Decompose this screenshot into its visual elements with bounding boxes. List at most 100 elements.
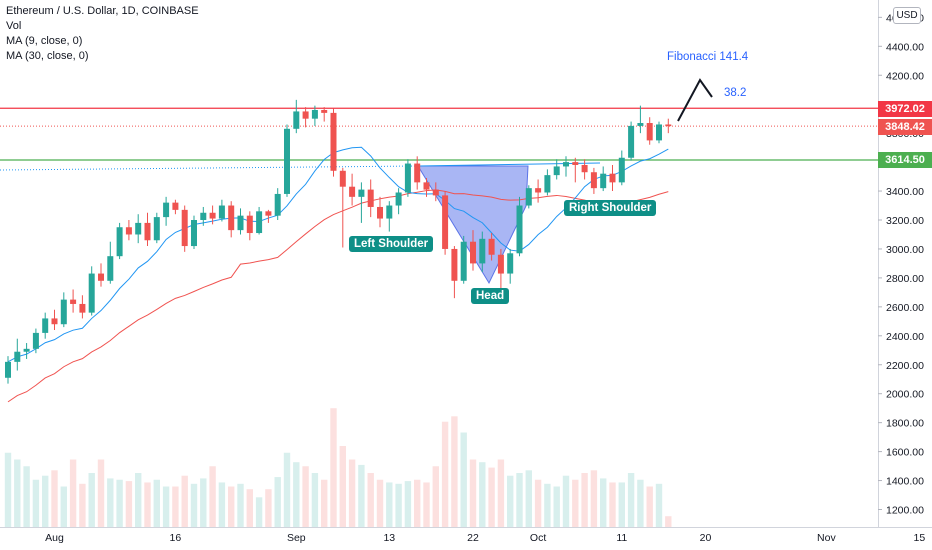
candle-body bbox=[311, 109, 318, 119]
volume-bar bbox=[23, 466, 30, 527]
volume-bar bbox=[488, 467, 495, 527]
candle-body bbox=[246, 215, 253, 234]
volume-bar bbox=[600, 478, 607, 527]
y-tick-label: 1600.00 bbox=[886, 447, 924, 459]
candle bbox=[125, 220, 132, 241]
candle-body bbox=[460, 241, 467, 281]
volume-bar bbox=[507, 475, 514, 527]
candle-body bbox=[218, 205, 225, 219]
neckline bbox=[417, 162, 601, 167]
candle-body bbox=[200, 212, 207, 220]
volume-bar bbox=[655, 483, 663, 527]
x-tick-label: Oct bbox=[530, 532, 546, 544]
candle bbox=[377, 196, 383, 228]
candle bbox=[628, 121, 635, 161]
candle bbox=[200, 206, 207, 226]
y-tick-label: 4400.00 bbox=[886, 41, 924, 53]
candle-body bbox=[330, 112, 337, 171]
candle-body bbox=[349, 186, 356, 197]
candle bbox=[209, 205, 216, 225]
candle-body bbox=[107, 256, 114, 281]
volume-bar bbox=[460, 432, 467, 527]
candle-body bbox=[79, 303, 86, 313]
candle-body bbox=[665, 124, 672, 127]
volume-bar bbox=[69, 459, 77, 527]
x-tick-label: 16 bbox=[170, 532, 182, 544]
candle-body bbox=[553, 166, 560, 176]
legend-ma30: MA (30, close, 0) bbox=[6, 50, 89, 62]
volume-bar bbox=[534, 479, 542, 527]
candle-body bbox=[265, 211, 272, 216]
candle bbox=[423, 178, 430, 197]
volume-bar bbox=[321, 479, 328, 527]
candle bbox=[358, 182, 365, 223]
candle-body bbox=[646, 123, 653, 141]
candle bbox=[107, 241, 114, 284]
candle-body bbox=[507, 253, 514, 274]
candle bbox=[153, 212, 160, 244]
volume-bar bbox=[97, 459, 105, 527]
volume-bar bbox=[637, 479, 644, 527]
candle-body bbox=[535, 188, 542, 193]
candle bbox=[572, 157, 579, 183]
y-tick-label: 3400.00 bbox=[886, 186, 924, 198]
candle bbox=[98, 263, 104, 287]
candle bbox=[135, 214, 142, 244]
volume-bar bbox=[293, 462, 300, 527]
candle bbox=[32, 328, 39, 354]
candle bbox=[339, 167, 346, 248]
candle bbox=[544, 169, 551, 196]
candle bbox=[163, 196, 170, 226]
candle-body bbox=[284, 128, 290, 194]
volume-bar bbox=[404, 481, 412, 527]
volume-bar bbox=[283, 452, 291, 527]
volume-bar bbox=[516, 473, 523, 527]
volume-bar bbox=[116, 479, 123, 527]
candle-body bbox=[191, 220, 197, 247]
volume-bar bbox=[553, 486, 560, 527]
volume-bar bbox=[162, 486, 170, 527]
candle bbox=[618, 150, 625, 186]
volume-bar bbox=[665, 516, 672, 527]
candle bbox=[330, 108, 337, 177]
candle-body bbox=[404, 163, 411, 193]
candle bbox=[553, 159, 560, 180]
x-tick-label: 11 bbox=[616, 532, 627, 544]
candle-body bbox=[386, 205, 393, 219]
candle-body bbox=[656, 124, 662, 141]
volume-bar bbox=[497, 459, 505, 527]
volume-bar bbox=[218, 482, 226, 527]
x-tick-label: Aug bbox=[45, 532, 64, 544]
neckline-extension bbox=[0, 165, 419, 171]
volume-bar bbox=[246, 489, 253, 527]
volume-bar bbox=[646, 486, 653, 527]
y-tick-label: 4200.00 bbox=[886, 70, 924, 82]
resistance-price-label: 3972.02 bbox=[878, 101, 932, 117]
candle-body bbox=[358, 189, 365, 197]
volume-bar bbox=[572, 479, 579, 527]
volume-bar bbox=[209, 466, 216, 527]
candle-body bbox=[32, 332, 39, 349]
x-tick-label: 22 bbox=[467, 532, 479, 544]
volume-bar bbox=[311, 473, 319, 527]
candle-body bbox=[181, 209, 188, 247]
volume-bar bbox=[42, 475, 49, 527]
candle bbox=[414, 156, 421, 190]
fibonacci-zigzag bbox=[677, 78, 713, 122]
x-tick-label: 13 bbox=[383, 532, 395, 544]
head-label: Head bbox=[471, 288, 510, 304]
y-tick-label: 2000.00 bbox=[886, 389, 924, 401]
candle bbox=[60, 292, 67, 328]
legend-vol: Vol bbox=[6, 20, 22, 32]
candle-body bbox=[497, 254, 504, 274]
x-tick-label: Nov bbox=[817, 532, 836, 544]
y-tick-label: 2200.00 bbox=[886, 360, 924, 372]
currency-button[interactable]: USD bbox=[893, 7, 921, 24]
candle-body bbox=[488, 238, 495, 255]
volume-bar bbox=[348, 459, 356, 527]
candle bbox=[181, 205, 188, 252]
candle-body bbox=[135, 222, 142, 235]
candle-body bbox=[98, 273, 104, 281]
volume-bar bbox=[367, 473, 374, 527]
